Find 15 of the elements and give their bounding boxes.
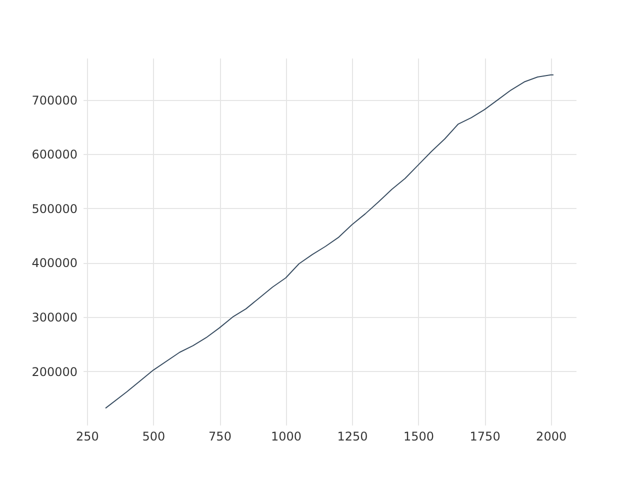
y-tick-label: 300000	[32, 310, 78, 324]
y-tick-label: 600000	[32, 148, 78, 162]
x-tick-label: 1000	[270, 430, 302, 444]
y-tick-label: 700000	[32, 93, 78, 108]
x-tick-label: 500	[142, 430, 166, 444]
x-tick-label: 2000	[536, 430, 567, 444]
x-tick-label: 1750	[470, 430, 500, 444]
x-tick-label: 1250	[337, 430, 368, 444]
x-tick-label: 750	[208, 430, 232, 444]
line-series	[105, 74, 554, 409]
y-tick-label: 200000	[32, 364, 78, 379]
y-tick-label: 500000	[32, 202, 78, 216]
x-tick-label: 1500	[404, 430, 434, 444]
y-tick-label: 400000	[32, 256, 78, 270]
x-tick-label: 250	[76, 430, 99, 444]
